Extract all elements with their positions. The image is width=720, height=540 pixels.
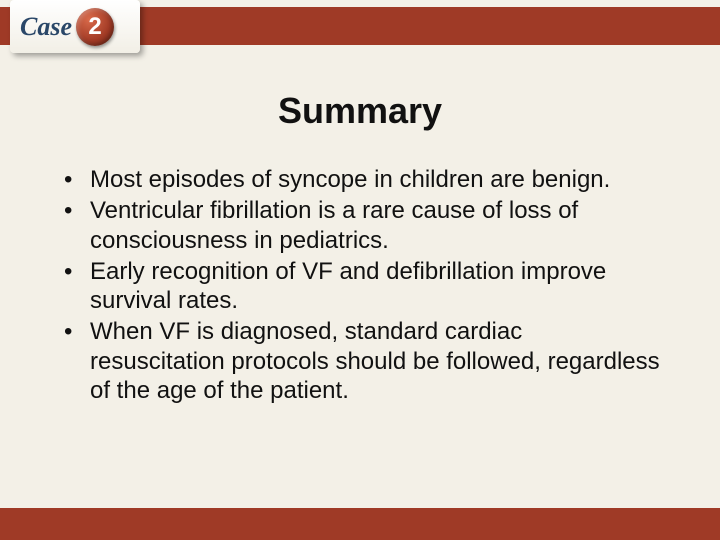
slide-title: Summary (0, 90, 720, 132)
list-item: Most episodes of syncope in children are… (58, 165, 660, 194)
list-item: Ventricular fibrillation is a rare cause… (58, 196, 660, 255)
case-number: 2 (88, 13, 101, 41)
slide-content: Most episodes of syncope in children are… (58, 165, 660, 407)
list-item: Early recognition of VF and defibrillati… (58, 257, 660, 316)
case-label: Case (20, 12, 72, 42)
footer-bar (0, 508, 720, 540)
list-item: When VF is diagnosed, standard cardiac r… (58, 317, 660, 405)
case-badge: Case 2 (10, 0, 140, 53)
case-number-circle: 2 (76, 8, 114, 46)
bullet-list: Most episodes of syncope in children are… (58, 165, 660, 405)
